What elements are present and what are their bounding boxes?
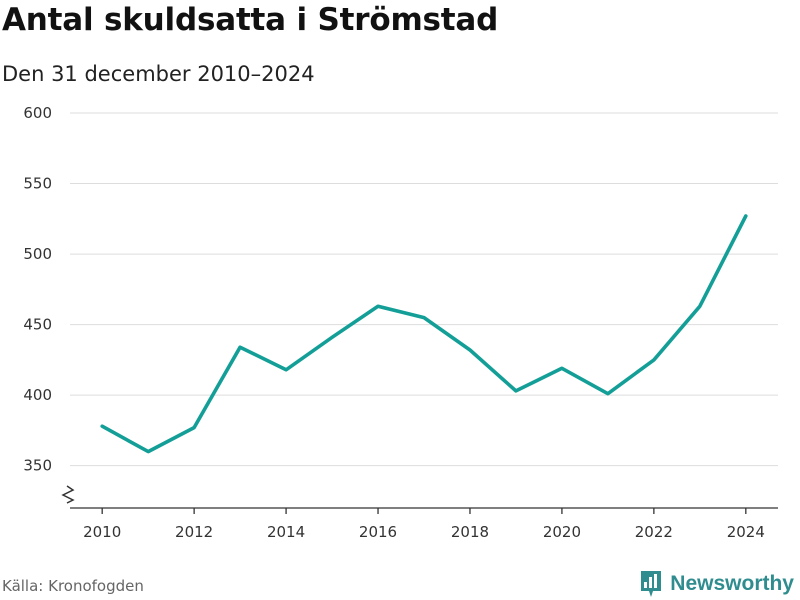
y-tick-label: 550: [23, 175, 52, 193]
x-tick-label: 2024: [727, 523, 765, 541]
x-tick-label: 2012: [175, 523, 213, 541]
bar-chart-logo-icon: [641, 571, 662, 597]
x-tick-label: 2014: [267, 523, 305, 541]
x-tick-label: 2016: [359, 523, 397, 541]
x-tick-label: 2010: [83, 523, 121, 541]
x-tick-label: 2020: [543, 523, 581, 541]
brand[interactable]: Newsworthy: [639, 568, 794, 600]
x-tick-label: 2022: [635, 523, 673, 541]
source-note: Källa: Kronofogden: [2, 577, 144, 595]
y-tick-label: 350: [23, 457, 52, 475]
y-tick-label: 600: [23, 104, 52, 122]
x-tick-label: 2018: [451, 523, 489, 541]
chart-title: Antal skuldsatta i Strömstad: [2, 2, 499, 38]
chart-subtitle: Den 31 december 2010–2024: [2, 62, 315, 86]
y-tick-label: 400: [23, 386, 52, 404]
y-tick-label: 500: [23, 245, 52, 263]
y-tick-label: 450: [23, 316, 52, 334]
brand-name: Newsworthy: [670, 572, 794, 595]
series-line: [100, 214, 748, 454]
zigzag-break-icon: [61, 485, 75, 504]
